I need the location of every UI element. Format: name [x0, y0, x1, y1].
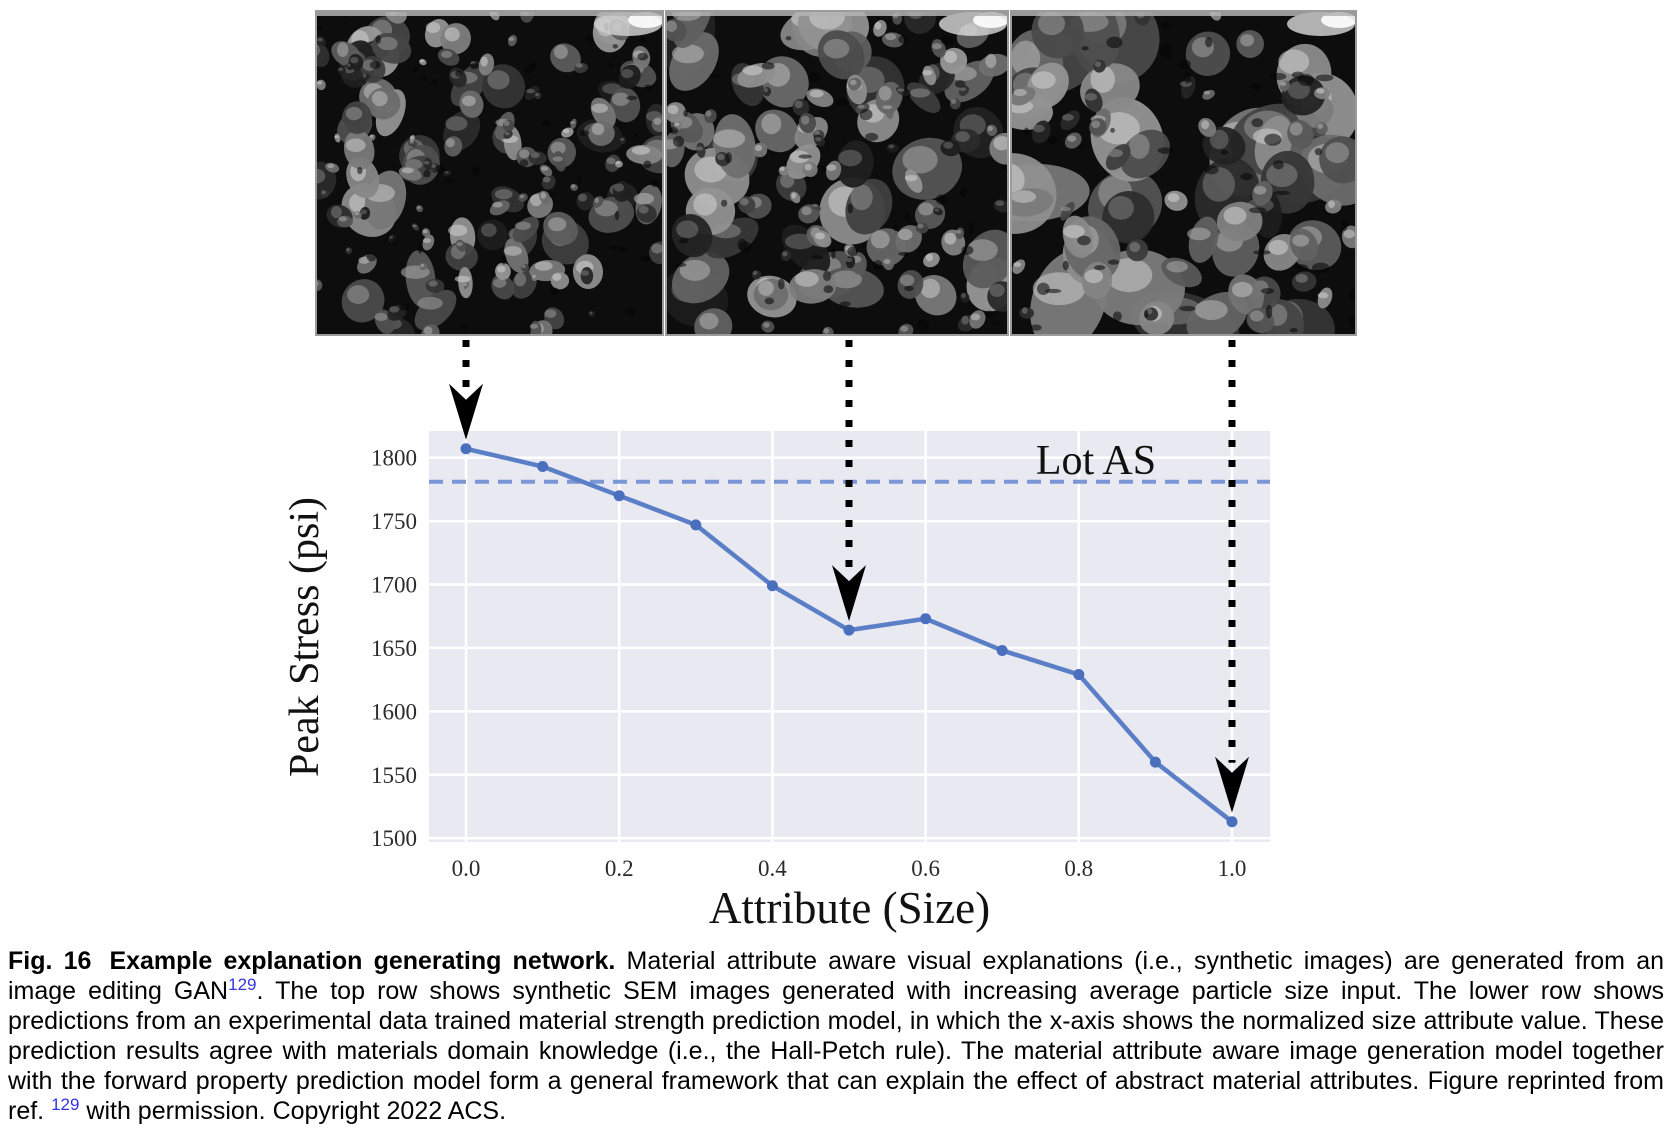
- sem-texture-1: [317, 12, 662, 334]
- annotation-arrowhead-2: [832, 565, 866, 622]
- x-axis-label: Attribute (Size): [709, 883, 990, 933]
- data-point: [690, 519, 702, 531]
- caption-text-segment: Fig. 16: [8, 947, 92, 975]
- y-tick-label: 1550: [371, 763, 417, 788]
- caption-text-segment: with permission. Copyright 2022 ACS.: [79, 1097, 507, 1125]
- synthetic-sem-image-1: [315, 10, 664, 336]
- y-tick-label: 1700: [371, 572, 417, 597]
- data-point: [613, 490, 625, 502]
- citation-link-129[interactable]: 129: [228, 975, 257, 994]
- data-point: [1226, 816, 1238, 828]
- x-tick-label: 0.6: [911, 856, 940, 881]
- data-point: [920, 613, 932, 625]
- caption-text-segment: . The top row shows synthetic SEM images…: [8, 977, 1664, 1125]
- data-point: [996, 644, 1008, 656]
- synthetic-sem-image-2: [665, 10, 1009, 336]
- data-point: [843, 624, 855, 636]
- data-point: [460, 443, 472, 455]
- annotation-arrowhead-1: [449, 383, 483, 440]
- data-point: [537, 461, 549, 473]
- y-tick-label: 1600: [371, 699, 417, 724]
- figure-caption: Fig. 16 Example explanation generating ne…: [8, 946, 1664, 1126]
- citation-link-129[interactable]: 129: [51, 1095, 80, 1114]
- x-tick-label: 0.8: [1064, 856, 1093, 881]
- y-tick-label: 1500: [371, 826, 417, 851]
- reference-line-label: Lot AS: [1036, 438, 1156, 484]
- data-line-peak-stress: [463, 446, 1235, 824]
- data-point: [766, 580, 778, 592]
- sem-texture-3: [1012, 12, 1355, 334]
- sem-texture-2: [667, 12, 1007, 334]
- chart-plot-area: [429, 431, 1270, 842]
- synthetic-sem-image-3: [1010, 10, 1357, 336]
- x-tick-label: 1.0: [1218, 856, 1247, 881]
- y-axis-label: Peak Stress (psi): [282, 497, 328, 777]
- data-point: [1149, 756, 1161, 768]
- annotation-arrowhead-3: [1215, 756, 1249, 813]
- y-tick-label: 1750: [371, 509, 417, 534]
- x-tick-label: 0.4: [758, 856, 787, 881]
- y-tick-label: 1650: [371, 636, 417, 661]
- data-point: [1073, 669, 1085, 681]
- y-tick-label: 1800: [371, 446, 417, 471]
- x-tick-label: 0.0: [452, 856, 481, 881]
- x-tick-label: 0.2: [605, 856, 634, 881]
- caption-text-segment: Example explanation generating network.: [109, 947, 627, 975]
- caption-text-segment: Material attribute aware visual explanat…: [8, 947, 1665, 1005]
